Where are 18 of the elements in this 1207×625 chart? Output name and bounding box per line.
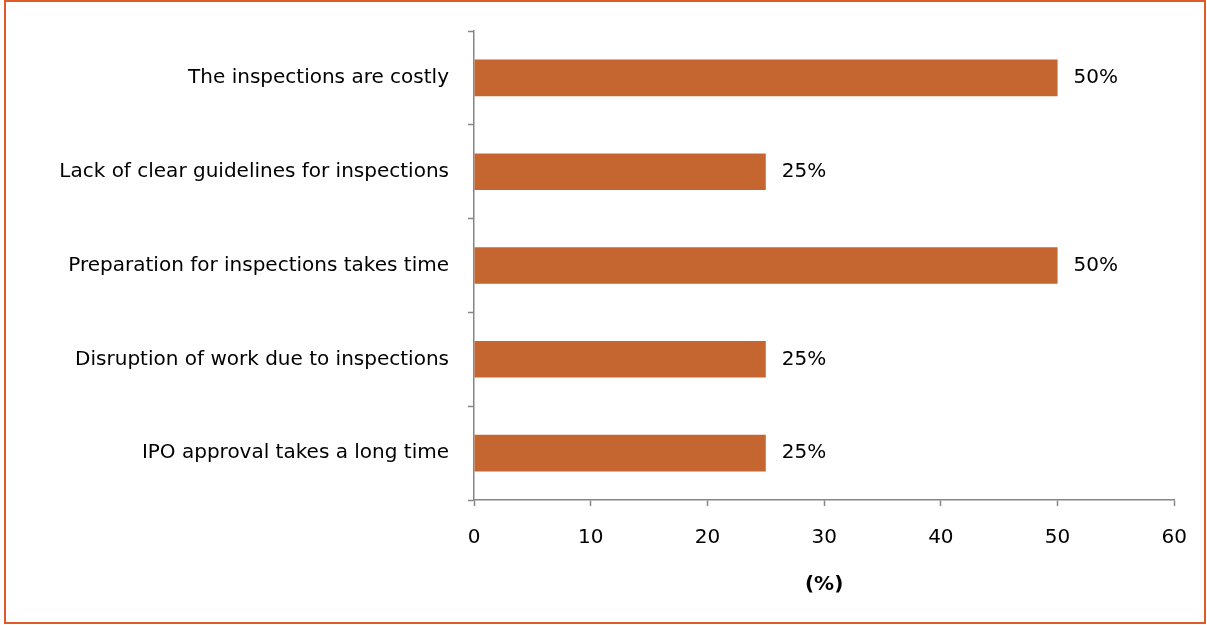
x-tick-label: 50 [1044,524,1071,549]
data-label: 25% [781,439,827,464]
y-tick-label: The inspections are costly [187,64,450,89]
data-label: 25% [781,345,827,370]
x-tick-label: 10 [577,524,604,549]
x-axis-title: (%) [804,571,844,596]
data-label: 25% [781,157,827,182]
x-tick-label: 40 [928,524,954,549]
y-tick-label: IPO approval takes a long time [141,439,449,464]
y-tick-label: Disruption of work due to inspections [75,345,449,370]
x-tick-label: 60 [1161,524,1187,549]
y-tick-label: Preparation for inspections takes time [68,251,449,276]
x-tick-label: 30 [811,524,837,549]
x-tick-label: 20 [694,524,721,549]
data-label: 50% [1073,64,1119,89]
x-tick-label: 0 [467,524,481,549]
data-label: 50% [1073,251,1119,276]
y-tick-label: Lack of clear guidelines for inspections [59,157,449,182]
